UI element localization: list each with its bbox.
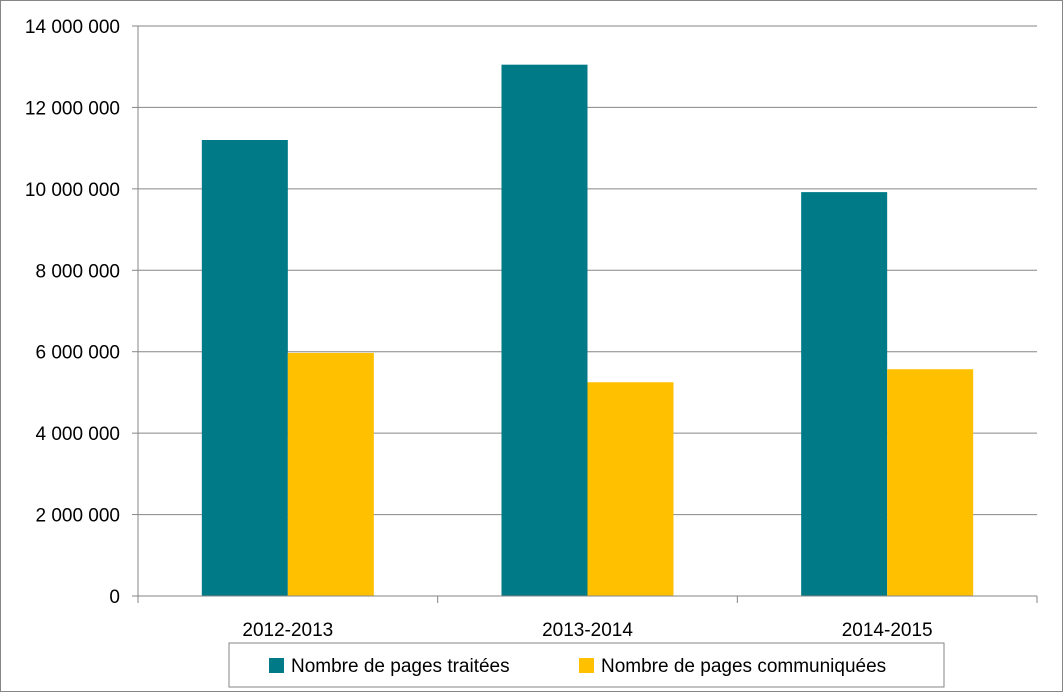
y-tick-label: 0 (109, 587, 120, 608)
y-tick-label: 2 000 000 (35, 506, 120, 527)
x-tick-label: 2013-2014 (542, 620, 633, 641)
y-tick-label: 8 000 000 (35, 261, 120, 282)
y-tick-label: 10 000 000 (25, 180, 120, 201)
legend-swatch (579, 658, 594, 673)
y-tick-label: 12 000 000 (25, 98, 120, 119)
x-tick-label: 2012-2013 (242, 620, 333, 641)
bars (201, 64, 974, 596)
legend-swatch (269, 658, 284, 673)
y-tick-label: 4 000 000 (35, 424, 120, 445)
bar (201, 140, 288, 596)
x-tick-label: 2014-2015 (842, 620, 933, 641)
y-axis-tick-labels: 0 2 000 000 4 000 000 6 000 000 8 000 000 10 … (25, 17, 120, 608)
legend: Nombre de pages traitées Nombre de pages … (228, 642, 945, 688)
bar (587, 382, 674, 596)
bar (287, 352, 374, 596)
x-axis-tick-labels: 2012-2013 2013-2014 2014-2015 (242, 620, 932, 641)
bar (887, 369, 974, 596)
legend-label: Nombre de pages communiquées (601, 656, 886, 677)
bar (501, 64, 588, 596)
y-tick-label: 6 000 000 (35, 343, 120, 364)
bar (801, 192, 888, 596)
axes (132, 25, 1038, 603)
y-tick-label: 14 000 000 (25, 17, 120, 38)
legend-label: Nombre de pages traitées (291, 656, 510, 677)
